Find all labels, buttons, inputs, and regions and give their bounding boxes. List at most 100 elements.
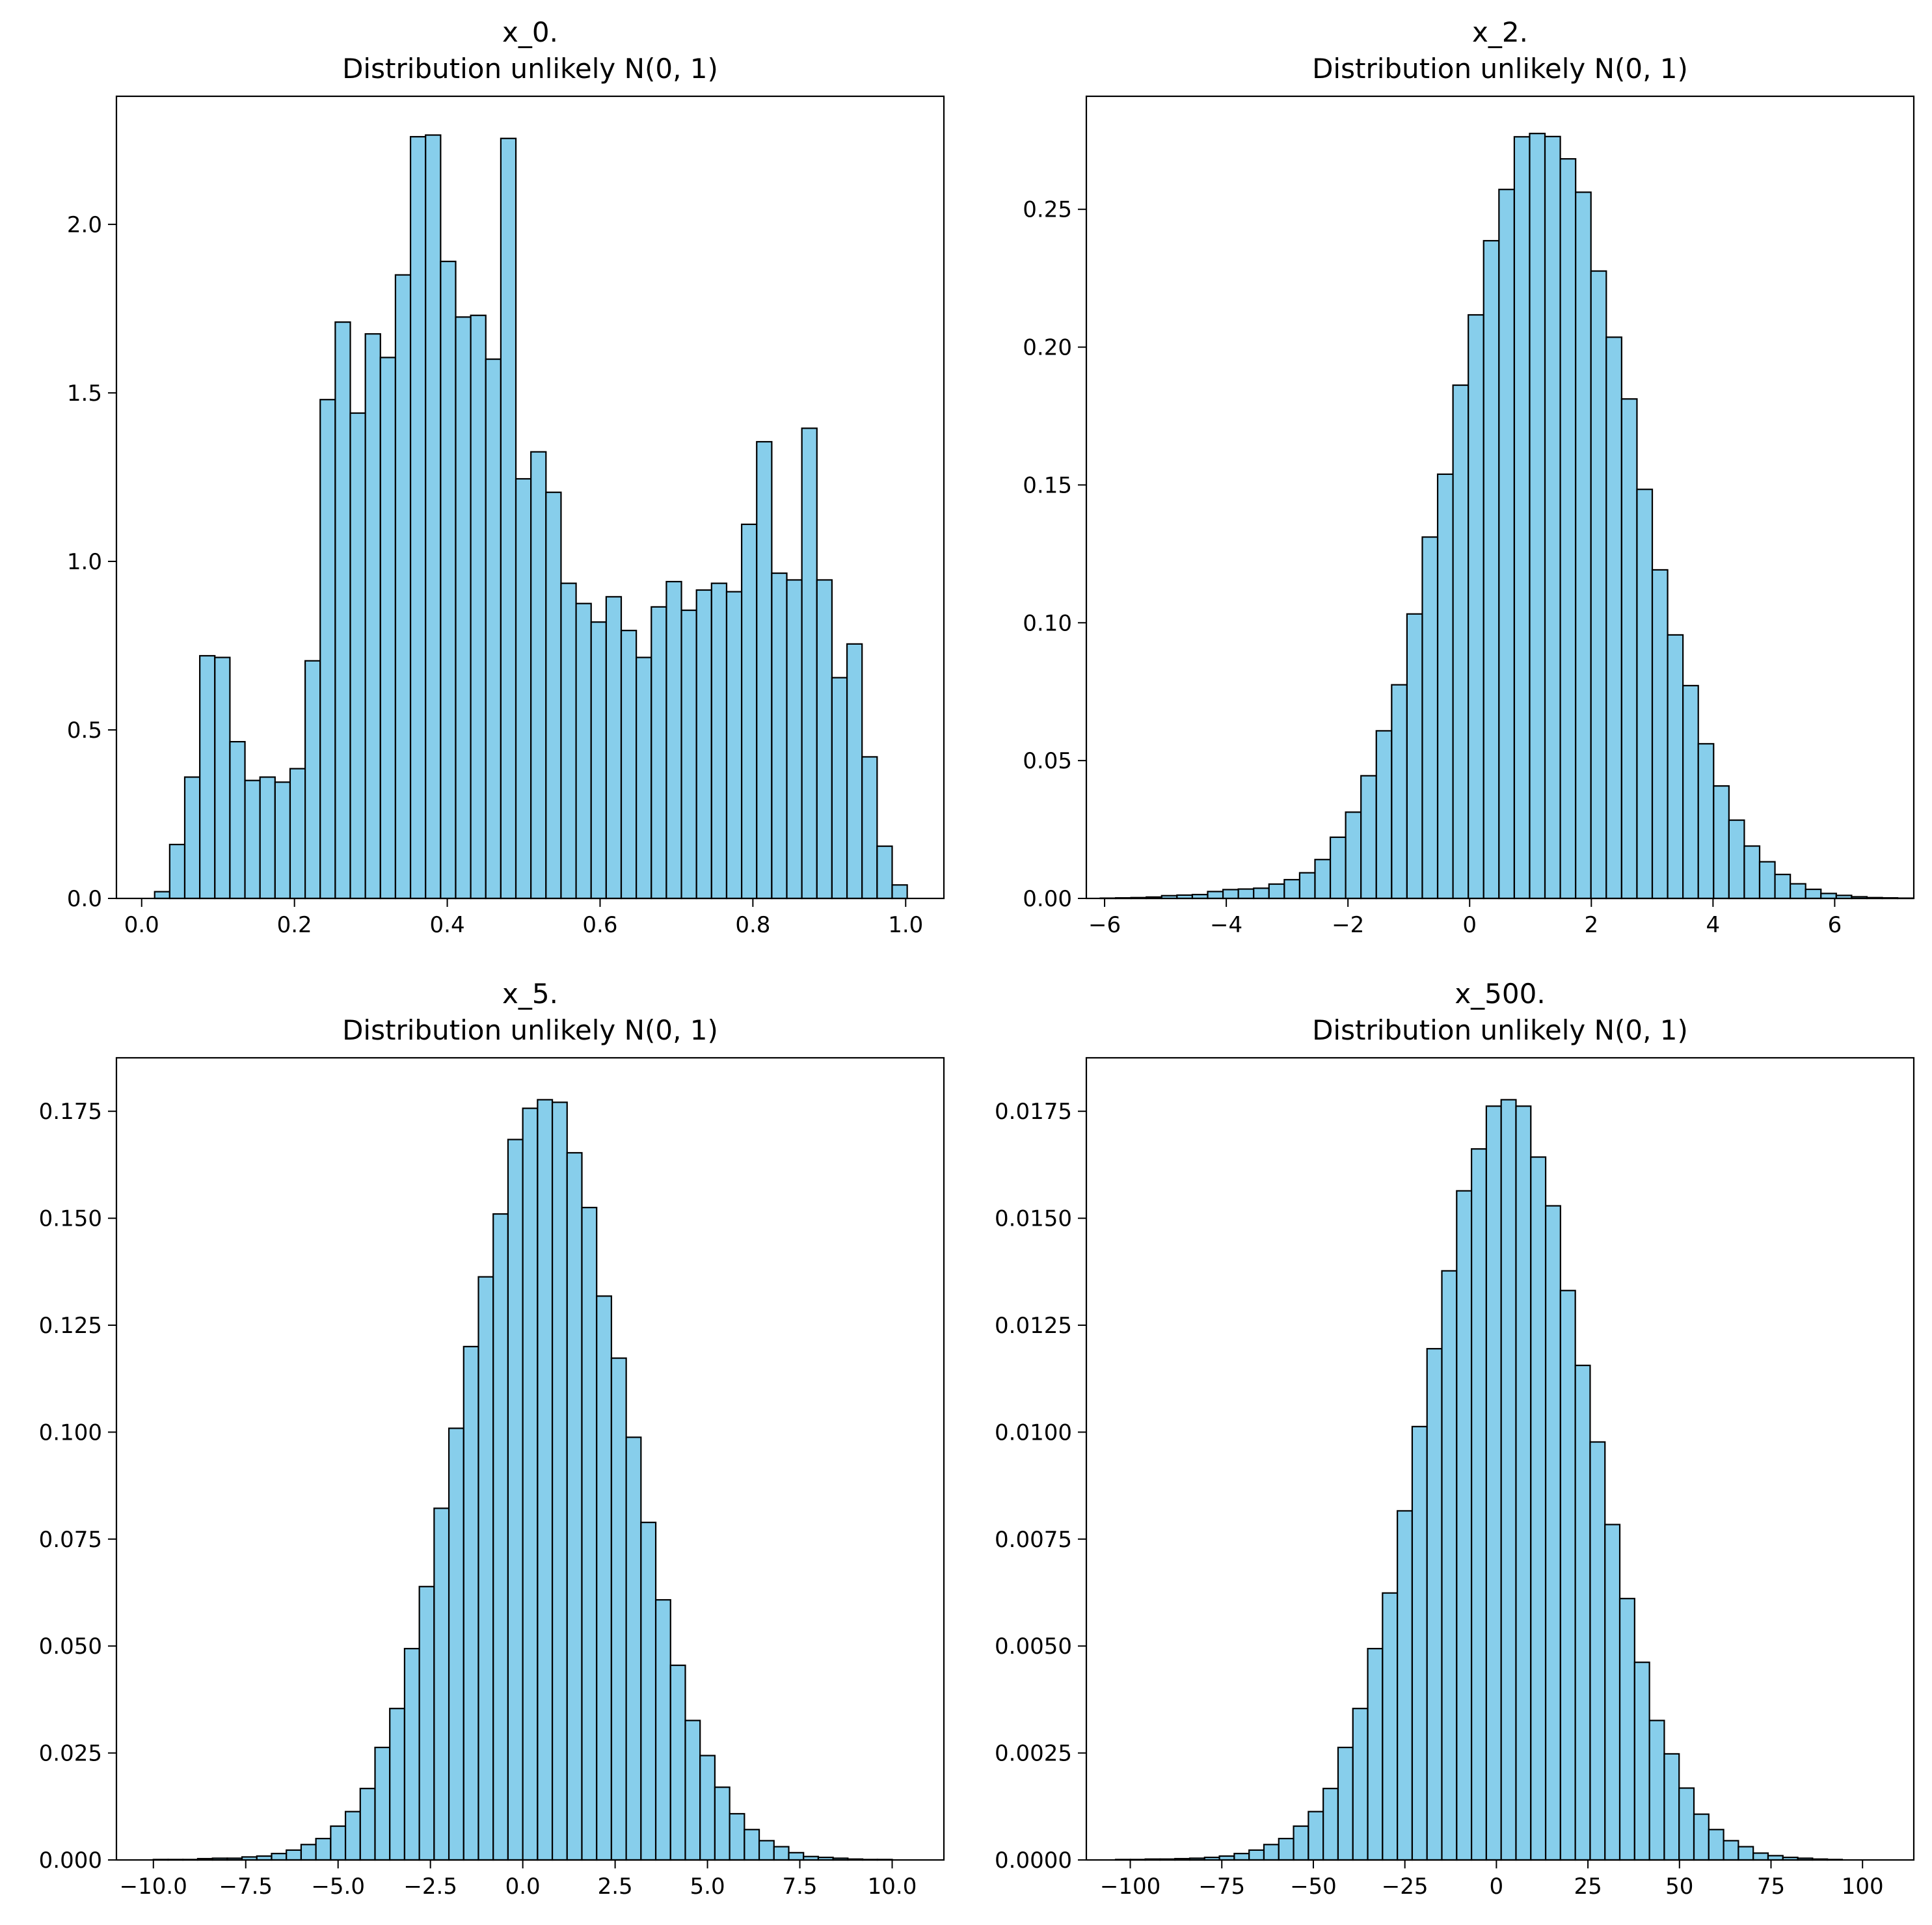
- histogram-bar: [695, 589, 712, 900]
- histogram-bar: [537, 1099, 554, 1861]
- histogram-bar: [1253, 887, 1270, 900]
- histogram-bar: [1790, 883, 1806, 900]
- histogram-bar: [334, 321, 351, 900]
- panel-x500-y-axis: 0.0000 0.0025 0.0050 0.0075 0.0100 0.0125 0.01…: [995, 1099, 1086, 1874]
- x-tick-label: −2.5: [403, 1874, 457, 1900]
- y-tick-label: 0.00: [1023, 886, 1072, 912]
- histogram-bar: [1314, 859, 1332, 900]
- histogram-bar: [1375, 730, 1393, 900]
- y-tick-label: 0.100: [39, 1420, 102, 1446]
- histogram-bar: [1708, 1829, 1724, 1861]
- histogram-bar: [455, 316, 472, 900]
- histogram-bar: [522, 1107, 539, 1861]
- panel-x5: x_5. Distribution unlikely N(0, 1) −10.0…: [39, 978, 945, 1900]
- histogram-bar: [1752, 1852, 1769, 1861]
- histogram-bar: [1604, 1524, 1621, 1861]
- histogram-bar: [1411, 1425, 1428, 1861]
- histogram-bar: [1820, 893, 1837, 900]
- panel-x500-title-line2: Distribution unlikely N(0, 1): [1312, 1014, 1688, 1046]
- x-tick-label: 5.0: [690, 1874, 725, 1900]
- histogram-bar: [581, 1207, 598, 1861]
- histogram-bar: [1293, 1825, 1309, 1861]
- y-tick-label: 0.0025: [995, 1741, 1072, 1767]
- histogram-bar: [801, 427, 818, 900]
- histogram-bar: [199, 654, 216, 900]
- panel-x5-title-line1: x_5.: [502, 978, 558, 1010]
- histogram-bar: [1530, 1156, 1547, 1861]
- histogram-bar: [274, 781, 291, 900]
- y-tick-label: 0.5: [67, 718, 102, 744]
- histogram-bar: [300, 1844, 317, 1861]
- histogram-bar: [1559, 158, 1577, 900]
- histogram-bar: [744, 1829, 760, 1861]
- histogram-bar: [448, 1427, 464, 1861]
- panel-x5-title-line2: Distribution unlikely N(0, 1): [342, 1014, 718, 1046]
- histogram-bar: [758, 1840, 775, 1861]
- histogram-bar: [680, 609, 697, 900]
- histogram-bar: [425, 134, 442, 900]
- y-tick-label: 0.025: [39, 1741, 102, 1767]
- x-tick-label: 6: [1828, 912, 1842, 938]
- y-tick-label: 0.20: [1023, 335, 1072, 361]
- histogram-bar: [1682, 684, 1699, 900]
- x-tick-label: 0: [1490, 1874, 1504, 1900]
- histogram-bar: [1574, 1364, 1591, 1861]
- histogram-bar: [271, 1853, 288, 1861]
- histogram-bar: [1544, 1205, 1561, 1861]
- y-tick-label: 1.0: [67, 549, 102, 575]
- x-tick-label: −5.0: [311, 1874, 365, 1900]
- histogram-bar: [831, 677, 848, 900]
- histogram-bar: [379, 357, 397, 900]
- histogram-bar: [359, 1788, 376, 1861]
- histogram-bar: [1391, 684, 1408, 900]
- histogram-bar: [1620, 398, 1638, 900]
- histogram-bar: [846, 643, 863, 900]
- y-tick-label: 0.125: [39, 1313, 102, 1339]
- histogram-bar: [344, 1811, 361, 1861]
- histogram-bar: [1468, 314, 1484, 900]
- histogram-bar: [545, 491, 562, 900]
- x-tick-label: −2: [1332, 912, 1364, 938]
- histogram-bar: [1382, 1592, 1399, 1861]
- x-tick-label: 0.8: [735, 912, 770, 938]
- x-tick-label: 2: [1584, 912, 1598, 938]
- histogram-bar: [1222, 889, 1239, 900]
- histogram-bar: [304, 660, 321, 900]
- histogram-bar: [463, 1345, 479, 1861]
- histogram-bar: [771, 572, 788, 900]
- x-tick-label: 0.4: [430, 912, 465, 938]
- histogram-bar: [409, 136, 427, 900]
- y-tick-label: 0.0100: [995, 1420, 1072, 1446]
- histogram-bar: [1648, 1719, 1665, 1861]
- histogram-bar: [319, 399, 336, 900]
- histogram-bar: [1651, 569, 1669, 900]
- histogram-bar: [1308, 1811, 1324, 1861]
- histogram-bar: [575, 602, 592, 900]
- y-tick-label: 0.0075: [995, 1527, 1072, 1553]
- panel-x5-bars: [152, 1099, 893, 1861]
- histogram-bar: [625, 1436, 642, 1861]
- histogram-bar: [168, 844, 186, 900]
- histogram-bar: [725, 591, 743, 900]
- panel-x2-bars: [1099, 133, 1914, 900]
- histogram-bar: [1483, 239, 1500, 900]
- histogram-bar: [665, 580, 682, 900]
- histogram-bar: [1421, 536, 1439, 900]
- histogram-bar: [440, 260, 457, 900]
- panel-x5-y-axis: 0.000 0.025 0.050 0.075 0.100 0.125 0.150 0.175: [39, 1099, 116, 1874]
- x-tick-label: 0: [1462, 912, 1477, 938]
- x-tick-label: 75: [1757, 1874, 1785, 1900]
- panel-x2-title-line2: Distribution unlikely N(0, 1): [1312, 53, 1688, 85]
- histogram-bar: [1636, 489, 1654, 900]
- histogram-bar: [1678, 1787, 1695, 1861]
- histogram-bar: [1268, 883, 1285, 900]
- histogram-bar: [433, 1507, 450, 1861]
- histogram-bar: [374, 1746, 391, 1861]
- x-tick-label: −4: [1210, 912, 1242, 938]
- histogram-bar: [1498, 189, 1515, 900]
- x-tick-label: −100: [1100, 1874, 1161, 1900]
- histogram-bar: [1337, 1746, 1354, 1861]
- panel-x0-title-line2: Distribution unlikely N(0, 1): [342, 53, 718, 85]
- histogram-bar: [1207, 891, 1224, 900]
